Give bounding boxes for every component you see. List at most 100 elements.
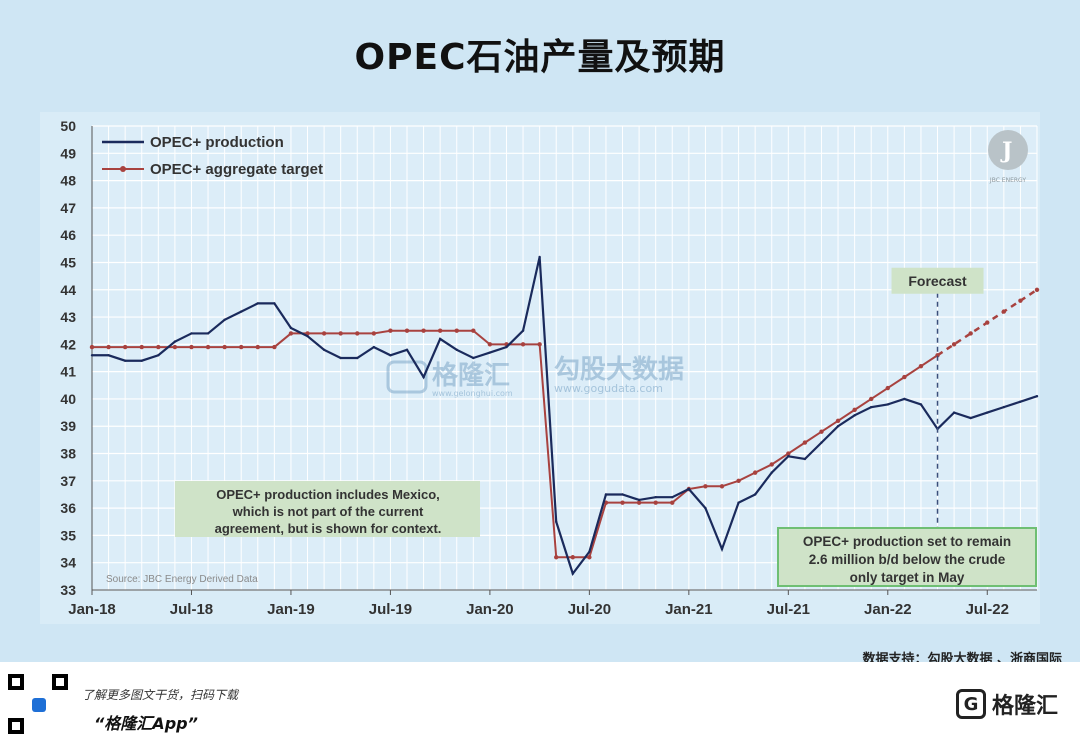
production-point — [289, 326, 293, 330]
production-point — [505, 345, 508, 349]
target-point — [985, 320, 990, 325]
y-tick-label: 46 — [60, 227, 76, 243]
production-line — [92, 256, 1038, 576]
x-tick-label: Jul-18 — [170, 601, 213, 618]
production-point — [637, 498, 641, 502]
y-tick-label: 34 — [60, 555, 76, 571]
target-point — [471, 328, 476, 333]
footer-bar: 了解更多图文干货，扫码下载 “格隆汇App” G 格隆汇 — [0, 662, 1080, 744]
y-tick-label: 49 — [60, 145, 76, 161]
page-title: OPEC石油产量及预期 — [354, 37, 726, 78]
production-point — [521, 329, 525, 332]
jbc-logo-text: JBC ENERGY — [989, 177, 1026, 184]
production-point — [488, 351, 492, 354]
line-chart: 33 34 35 36 37 38 39 40 41 42 43 44 45 46 47 48 49 50 Jan-… — [60, 118, 1040, 618]
production-point — [140, 359, 143, 362]
y-tick-label: 50 — [60, 118, 76, 134]
target-point — [935, 353, 940, 358]
production-point — [240, 310, 243, 313]
production-point — [339, 356, 342, 360]
production-point — [571, 572, 574, 575]
target-point — [537, 342, 542, 347]
target-point — [388, 328, 393, 333]
production-point — [422, 375, 425, 379]
mexico-note-line: OPEC+ production includes Mexico, — [216, 487, 440, 502]
y-tick-label: 43 — [60, 309, 76, 325]
production-point — [720, 547, 724, 551]
y-tick-label: 45 — [60, 254, 76, 270]
production-point — [455, 348, 458, 352]
production-point — [555, 520, 558, 523]
legend: OPEC+ production OPEC+ aggregate target — [102, 134, 323, 178]
legend-target-label: OPEC+ aggregate target — [150, 161, 323, 178]
production-point — [223, 318, 226, 321]
production-point — [256, 302, 259, 305]
production-point — [190, 332, 193, 335]
target-point — [885, 385, 890, 391]
x-tick-label: Jan-22 — [864, 601, 912, 618]
production-point — [173, 340, 177, 343]
production-point — [621, 493, 624, 496]
target-point — [835, 418, 841, 423]
target-point — [106, 344, 111, 350]
production-point — [405, 348, 409, 352]
target-point — [719, 484, 725, 489]
target-point — [869, 396, 874, 402]
remain-note-box — [777, 527, 1037, 587]
legend-target-marker — [120, 166, 126, 172]
production-point — [389, 354, 392, 357]
production-point — [671, 496, 674, 499]
production-point — [372, 345, 376, 349]
x-tick-label: Jan-18 — [68, 601, 116, 618]
y-tick-label: 44 — [60, 282, 76, 298]
target-point — [288, 331, 294, 336]
production-point — [836, 425, 840, 428]
target-point — [321, 331, 327, 336]
target-point — [1018, 298, 1023, 303]
x-tick-label: Jan-20 — [466, 601, 514, 618]
qr-code-icon[interactable] — [6, 672, 70, 736]
production-point — [123, 359, 127, 362]
production-point — [737, 501, 740, 504]
target-point — [670, 500, 675, 505]
target-point — [968, 331, 973, 336]
target-point — [272, 344, 277, 350]
target-point — [404, 328, 410, 333]
watermark-left-text: 格隆汇 — [432, 360, 510, 391]
target-point — [355, 331, 360, 336]
chart-source-note: Source: JBC Energy Derived Data — [106, 574, 258, 585]
production-point — [886, 403, 889, 406]
y-tick-label: 40 — [60, 391, 76, 407]
x-tick-label: Jul-20 — [568, 601, 611, 618]
forecast-label-box — [891, 267, 984, 294]
target-point — [786, 451, 791, 456]
production-point — [356, 356, 359, 360]
forecast-label: Forecast — [908, 273, 967, 289]
brand-logo: G 格隆汇 — [955, 688, 1058, 720]
target-point — [172, 344, 178, 350]
production-point — [107, 354, 110, 357]
brand-name: 格隆汇 — [991, 694, 1058, 719]
production-point — [952, 411, 956, 414]
target-point — [752, 470, 758, 475]
target-point — [1001, 309, 1007, 314]
target-point — [819, 429, 824, 434]
y-tick-label: 39 — [60, 418, 76, 434]
x-tick-label: Jan-19 — [267, 601, 315, 618]
production-point — [903, 397, 906, 401]
production-point — [306, 334, 309, 338]
target-point — [454, 328, 459, 333]
production-point — [704, 506, 707, 510]
production-point — [654, 496, 657, 499]
production-point — [870, 405, 873, 409]
footer-app-name: “格隆汇App” — [94, 714, 198, 733]
target-point — [338, 331, 343, 336]
y-tick-label: 42 — [60, 336, 76, 352]
production-point — [538, 255, 541, 259]
target-point — [1034, 287, 1040, 292]
target-point — [554, 555, 559, 560]
target-point — [520, 342, 526, 347]
chart-frame: 33 34 35 36 37 38 39 40 41 42 43 44 45 46 47 48 49 50 Jan-… — [40, 112, 1040, 624]
remain-note-line: 2.6 million b/d below the crude — [809, 552, 1006, 567]
target-point — [437, 328, 443, 333]
